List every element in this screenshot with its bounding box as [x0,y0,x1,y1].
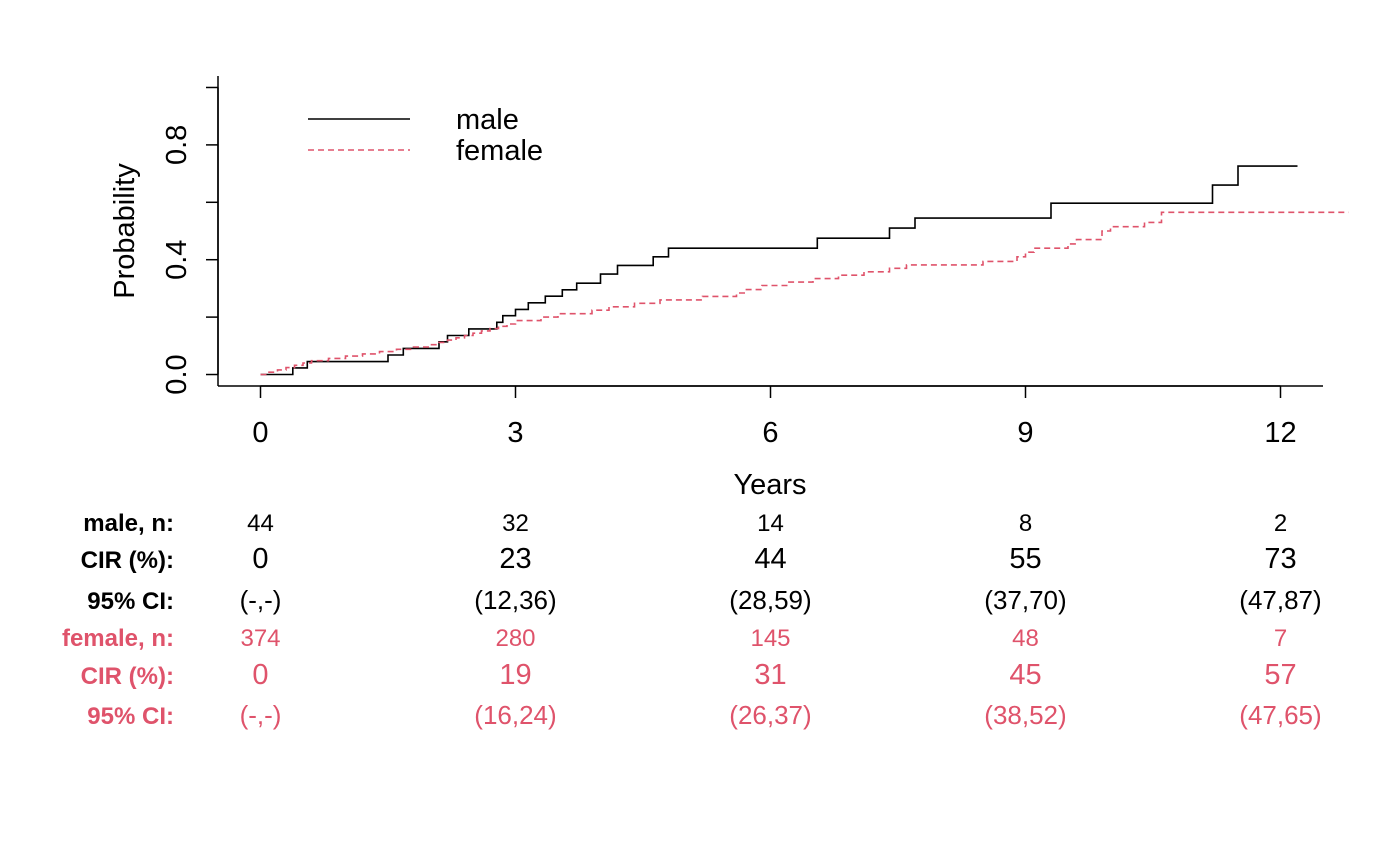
risk-table-cell: (-,-) [240,585,282,615]
risk-table-cell: (47,65) [1239,700,1321,730]
risk-table-cell: 2 [1274,510,1287,537]
x-tick-label: 9 [1017,417,1033,449]
risk-table-cell: 19 [499,659,531,691]
risk-table-cell: (12,36) [474,585,556,615]
series-line-female [260,211,1349,376]
x-tick-label: 12 [1264,417,1296,449]
risk-table-cell: 57 [1264,659,1296,691]
risk-table-row-label: female, n: [62,625,174,652]
risk-table-row-label: 95% CI: [87,703,174,730]
risk-table-cell: 0 [252,659,268,691]
risk-table-row-label: CIR (%): [81,663,174,690]
y-tick-label: 0.4 [161,240,193,280]
risk-table-cell: (47,87) [1239,585,1321,615]
risk-table-cell: 45 [1009,659,1041,691]
y-tick-label: 0.0 [161,354,193,394]
risk-table-cell: 14 [757,510,784,537]
risk-table-cell: (16,24) [474,700,556,730]
risk-table-cell: 73 [1264,543,1296,575]
risk-table-cell: 48 [1012,625,1039,652]
x-tick-label: 6 [762,417,778,449]
risk-table-cell: 32 [502,510,529,537]
risk-table-cell: 145 [750,625,790,652]
risk-table-cell: 44 [754,543,786,575]
risk-table-cell: (37,70) [984,585,1066,615]
risk-table-cell: (28,59) [729,585,811,615]
risk-table-cell: (38,52) [984,700,1066,730]
risk-table-cell: 31 [754,659,786,691]
x-tick-label: 3 [507,417,523,449]
risk-table-cell: 44 [247,510,274,537]
risk-table-cell: 280 [495,625,535,652]
series-line-male [260,165,1298,376]
y-tick-label: 0.8 [161,125,193,165]
risk-table-cell: 0 [252,543,268,575]
risk-table-cell: 23 [499,543,531,575]
risk-table-cell: 8 [1019,510,1032,537]
risk-table-cell: (-,-) [240,700,282,730]
y-axis-title: Probability [109,163,141,299]
risk-table-cell: (26,37) [729,700,811,730]
legend-label-male: male [456,104,519,136]
risk-table-row-label: 95% CI: [87,588,174,615]
x-axis-title: Years [733,469,806,501]
risk-table: male, n: 44 32 14 8 2 CIR (%): 0 23 44 55 73 95% CI:… [62,510,1322,730]
risk-table-row-label: CIR (%): [81,547,174,574]
plot-area: 0 3 6 9 12 0.0 0.4 0.8 Years Probability [109,76,1349,501]
risk-table-row-label: male, n: [83,510,174,537]
risk-table-cell: 55 [1009,543,1041,575]
legend-label-female: female [456,135,543,167]
risk-table-cell: 7 [1274,625,1287,652]
x-tick-label: 0 [252,417,268,449]
risk-table-cell: 374 [240,625,280,652]
